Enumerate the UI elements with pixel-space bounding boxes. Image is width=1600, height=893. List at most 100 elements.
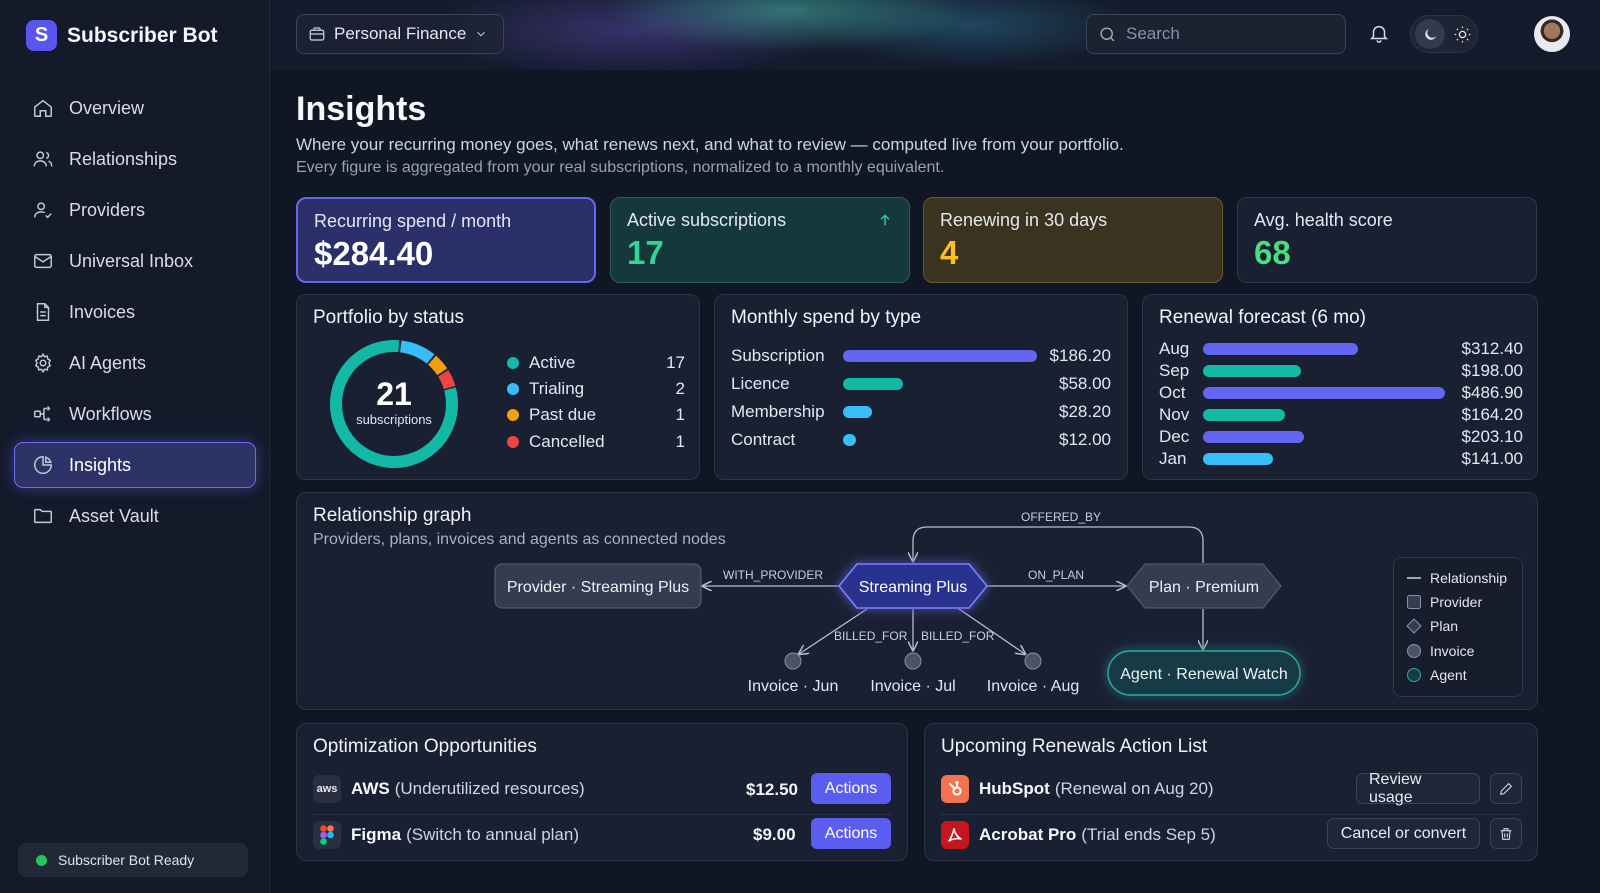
sidebar-item-insights[interactable]: Insights — [14, 442, 256, 488]
bar-value: $203.10 — [1461, 427, 1523, 446]
forecast-row: Aug $312.40 — [1159, 338, 1523, 360]
sidebar-item-invoices[interactable]: Invoices — [14, 289, 256, 335]
legend-relationship: Relationship — [1406, 568, 1507, 588]
node-invoice-jul[interactable] — [904, 652, 922, 670]
item-detail: (Switch to annual plan) — [406, 825, 579, 844]
legend-label: Agent — [1430, 667, 1467, 683]
legend-dot — [507, 436, 519, 448]
legend-count: 1 — [675, 432, 685, 451]
agent-circle-icon — [1406, 667, 1422, 683]
legend-count: 17 — [666, 353, 685, 372]
actions-button[interactable]: Actions — [811, 818, 891, 849]
donut-slice-active[interactable] — [327, 337, 461, 471]
node-invoice-aug[interactable] — [1024, 652, 1042, 670]
kpi-health-score[interactable]: Avg. health score 68 — [1237, 197, 1537, 283]
bar-label: Oct — [1159, 383, 1186, 402]
graph-legend: Relationship Provider Plan Invoice Agent — [1393, 557, 1523, 697]
legend-label: Past due — [529, 405, 597, 424]
legend-label: Provider — [1430, 594, 1483, 610]
node-invoice-jun-label: Invoice · Jun — [748, 678, 839, 695]
sidebar-nav: Overview Relationships Providers Univers… — [14, 85, 256, 544]
upcoming-renewals-panel: Upcoming Renewals Action List HubSpot (R… — [924, 723, 1538, 861]
search-input[interactable]: Search — [1086, 14, 1346, 54]
list-item: Figma (Switch to annual plan) — [313, 817, 579, 853]
status-legend-past-due: Past due 1 — [507, 403, 685, 427]
sidebar-item-label: Providers — [69, 199, 146, 220]
home-icon — [31, 96, 55, 120]
bar-label: Dec — [1159, 427, 1190, 446]
bar-label: Aug — [1159, 339, 1190, 358]
legend-dot — [507, 357, 519, 369]
trash-icon — [1500, 827, 1512, 840]
sidebar-item-label: Asset Vault — [69, 505, 159, 526]
sidebar-item-providers[interactable]: Providers — [14, 187, 256, 233]
status-donut-chart — [327, 337, 461, 471]
kpi-label: Active subscriptions — [627, 210, 787, 230]
review-usage-button[interactable]: Review usage — [1356, 771, 1480, 806]
bar-value: $28.20 — [1059, 402, 1111, 421]
item-detail: (Renewal on Aug 20) — [1054, 779, 1214, 798]
node-invoice-jun[interactable] — [784, 652, 802, 670]
spend-by-type-panel: Monthly spend by type Subscription $186.2… — [714, 294, 1128, 480]
bar-label: Jan — [1159, 449, 1187, 468]
brand-name: Subscriber Bot — [67, 23, 218, 47]
node-center[interactable] — [837, 563, 989, 609]
bar-value: $198.00 — [1461, 361, 1523, 380]
notifications-button[interactable] — [1368, 22, 1392, 46]
theme-toggle[interactable] — [1410, 15, 1478, 53]
brand[interactable]: S Subscriber Bot — [26, 20, 218, 51]
node-agent[interactable] — [1107, 650, 1301, 696]
edit-icon — [1499, 782, 1513, 795]
brand-logo: S — [26, 20, 57, 51]
kpi-renewing-30-days[interactable]: Renewing in 30 days 4 — [923, 197, 1223, 283]
bar-label: Sep — [1159, 361, 1190, 380]
page-subtitle-secondary: Every figure is aggregated from your rea… — [296, 159, 945, 176]
delete-button[interactable] — [1490, 818, 1522, 849]
bot-status-label: Subscriber Bot Ready — [58, 852, 195, 868]
bar — [843, 378, 904, 390]
avatar[interactable] — [1534, 16, 1570, 52]
optimization-panel: Optimization Opportunities aws AWS (Unde… — [296, 723, 908, 861]
item-amount: $9.00 — [753, 825, 796, 844]
kpi-label: Renewing in 30 days — [940, 210, 1108, 230]
kpi-value: 17 — [627, 234, 664, 271]
item-name: Acrobat Pro — [979, 825, 1077, 844]
bar — [1203, 453, 1274, 465]
donut-total: 21 — [376, 376, 412, 412]
bar — [843, 434, 856, 446]
sidebar-item-workflows[interactable]: Workflows — [14, 391, 256, 437]
status-dot-icon — [36, 854, 47, 866]
workspace-selector[interactable]: Personal Finance — [296, 14, 504, 54]
users-icon — [31, 147, 55, 171]
actions-button[interactable]: Actions — [811, 773, 891, 804]
kpi-active-subscriptions[interactable]: Active subscriptions 17 — [610, 197, 910, 283]
sidebar-item-label: Invoices — [69, 301, 136, 322]
sidebar-item-label: Universal Inbox — [69, 250, 194, 271]
legend-label: Relationship — [1430, 570, 1508, 586]
edit-button[interactable] — [1490, 773, 1522, 804]
bar — [1203, 343, 1359, 355]
sidebar-item-universal-inbox[interactable]: Universal Inbox — [14, 238, 256, 284]
bar — [843, 350, 1037, 362]
divider — [941, 814, 1521, 815]
aws-logo: aws — [313, 775, 341, 803]
sidebar-item-asset-vault[interactable]: Asset Vault — [14, 493, 256, 539]
bar — [1203, 409, 1285, 421]
kpi-recurring-spend[interactable]: Recurring spend / month $284.40 — [296, 197, 596, 283]
edge-label: WITH_PROVIDER — [723, 568, 823, 582]
cancel-or-convert-button[interactable]: Cancel or convert — [1327, 818, 1480, 849]
edge-label: BILLED_FOR — [834, 629, 908, 643]
spend-type-row: Licence $58.00 — [731, 372, 1111, 396]
page-subtitle: Where your recurring money goes, what re… — [296, 135, 1124, 154]
legend-label: Cancelled — [529, 432, 605, 451]
document-icon — [31, 300, 55, 324]
sidebar-item-ai-agents[interactable]: AI Agents — [14, 340, 256, 386]
bar — [1203, 431, 1304, 443]
item-name: Figma — [351, 825, 402, 844]
panel-subtitle: Providers, plans, invoices and agents as… — [313, 531, 726, 548]
node-plan[interactable] — [1126, 563, 1282, 609]
node-provider[interactable] — [494, 563, 702, 609]
sidebar-item-overview[interactable]: Overview — [14, 85, 256, 131]
sidebar-item-relationships[interactable]: Relationships — [14, 136, 256, 182]
kpi-value: 68 — [1254, 234, 1291, 271]
